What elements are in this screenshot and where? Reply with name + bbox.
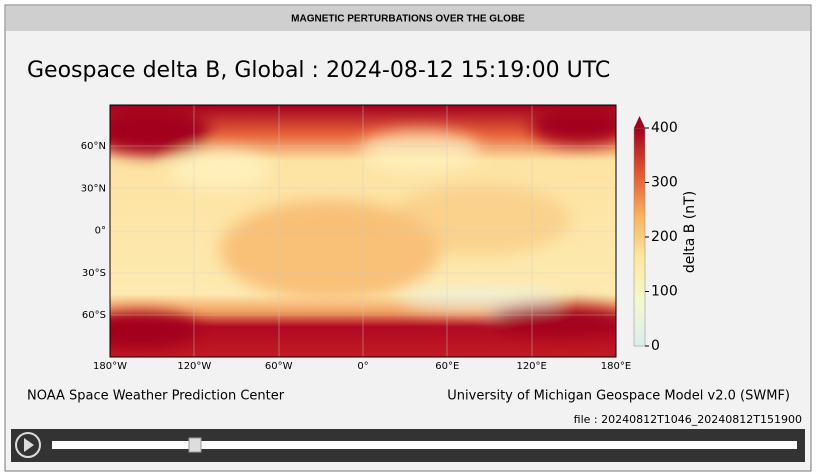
map: [110, 105, 616, 357]
plot-title: Geospace delta B, Global : 2024-08-12 15…: [27, 58, 610, 83]
slider-track[interactable]: [52, 441, 797, 449]
lon-label: 120°E: [516, 361, 546, 372]
lon-label: 180°E: [601, 361, 631, 372]
colorbar-tick-label: 400: [651, 120, 678, 136]
lon-label: 120°W: [177, 361, 211, 372]
colorbar: [633, 127, 646, 347]
lon-label: 180°W: [93, 361, 127, 372]
header-title: MAGNETIC PERTURBATIONS OVER THE GLOBE: [291, 14, 525, 25]
slider-handle[interactable]: [188, 437, 202, 453]
colorbar-label: delta B (nT): [682, 191, 698, 273]
file-name: file : 20240812T1046_20240812T151900: [574, 413, 802, 426]
lat-label: 30°S: [82, 268, 106, 279]
play-icon: [24, 438, 34, 452]
credit-left: NOAA Space Weather Prediction Center: [27, 389, 285, 404]
colorbar-tick-label: 0: [651, 338, 660, 354]
lat-label: 0°: [95, 226, 106, 237]
colorbar-extend: [634, 116, 645, 128]
lat-label: 60°N: [81, 141, 106, 152]
credit-right: University of Michigan Geospace Model v2…: [447, 389, 790, 404]
header-bar: [6, 6, 810, 31]
colorbar-tick-label: 200: [651, 229, 678, 245]
lon-label: 60°W: [265, 361, 293, 372]
lon-label: 0°: [357, 361, 368, 372]
lon-label: 60°E: [435, 361, 459, 372]
play-button[interactable]: [15, 432, 41, 458]
lat-label: 60°S: [82, 310, 106, 321]
colorbar-tick-label: 100: [651, 284, 678, 300]
colorbar-tick-label: 300: [651, 175, 678, 191]
lat-label: 30°N: [81, 183, 106, 194]
map-border: [109, 104, 617, 358]
